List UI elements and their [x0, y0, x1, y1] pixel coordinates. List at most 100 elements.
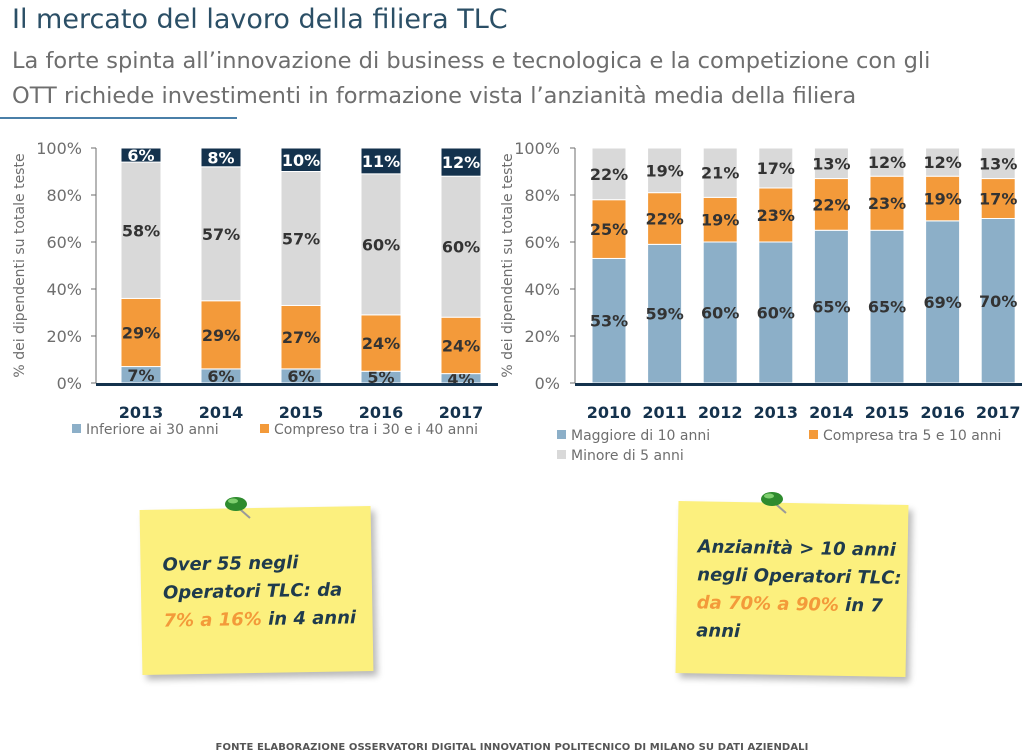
data-label: 7%	[127, 366, 154, 385]
bar-segment	[280, 304, 322, 370]
data-label: 12%	[442, 153, 480, 172]
page-title: Il mercato del lavoro della filiera TLC	[12, 4, 508, 35]
legend-entry: Maggiore di 10 anni	[557, 428, 710, 444]
bar-segment	[702, 196, 738, 243]
bar-segment	[925, 175, 961, 222]
note-right-highlight: da 70% a 90%	[696, 592, 840, 616]
bar-segment	[869, 175, 905, 231]
y-tick-label: 0%	[535, 374, 560, 393]
note-right-line-1: Anzianità > 10 anni	[697, 536, 897, 561]
page-subtitle: La forte spinta all’innovazione di busin…	[12, 44, 1022, 114]
bar-segment	[591, 147, 627, 201]
data-label: 6%	[127, 146, 154, 165]
bar-segment	[591, 199, 627, 259]
data-label: 29%	[202, 326, 240, 345]
bar-segment	[360, 173, 402, 316]
data-label: 21%	[701, 164, 739, 183]
pushpin-icon	[225, 497, 251, 519]
bar-segment	[925, 220, 961, 384]
legend-label: Inferiore ai 30 anni	[86, 422, 219, 438]
x-tick-label: 2015	[865, 403, 910, 422]
y-tick-label: 40%	[524, 280, 560, 299]
pushpin-icon	[761, 492, 787, 514]
data-label: 65%	[868, 298, 906, 317]
bar-segment	[200, 166, 242, 302]
y-tick-label: 40%	[46, 280, 82, 299]
x-tick-label: 2016	[359, 403, 404, 422]
data-label: 12%	[868, 153, 906, 172]
bar-segment	[758, 187, 794, 243]
legend-label: Minore di 5 anni	[571, 448, 684, 464]
data-label: 22%	[590, 165, 628, 184]
note-left-line-3-rest: in 4 anni	[261, 607, 357, 630]
subtitle-line-1: La forte spinta all’innovazione di busin…	[12, 48, 931, 74]
bar-segment	[440, 175, 482, 318]
bar-segment	[813, 178, 849, 231]
data-label: 24%	[362, 334, 400, 353]
note-right-line-3-rest: in 7	[838, 594, 884, 617]
y-tick-label: 100%	[36, 139, 82, 158]
data-label: 53%	[590, 312, 628, 331]
data-label: 60%	[757, 304, 795, 323]
bar-segment	[440, 316, 482, 375]
source-footer: FONTE ELABORAZIONE OSSERVATORI DIGITAL I…	[215, 742, 809, 753]
bar-segment	[980, 178, 1016, 220]
x-tick-label: 2017	[439, 403, 484, 422]
data-label: 70%	[979, 292, 1017, 311]
y-tick-label: 20%	[46, 327, 82, 346]
data-label: 19%	[923, 190, 961, 209]
sticky-note-over55: Over 55 negli Operatori TLC: da 7% a 16%…	[139, 505, 374, 676]
data-label: 29%	[122, 323, 160, 342]
bar-segment	[120, 161, 162, 299]
legend-swatch	[260, 424, 269, 433]
legend-entry: Inferiore ai 30 anni	[72, 422, 219, 438]
data-label: 27%	[282, 328, 320, 347]
data-label: 24%	[442, 336, 480, 355]
bar-segment	[869, 229, 905, 384]
data-label: 17%	[979, 190, 1017, 209]
title-underline	[0, 117, 237, 119]
bar-segment	[813, 229, 849, 384]
data-label: 6%	[287, 367, 314, 386]
legend-entry: Compresa tra 5 e 10 anni	[809, 428, 1001, 444]
bar-segment	[925, 147, 961, 177]
legend-label: Compresa tra 5 e 10 anni	[823, 428, 1002, 444]
legend-label: Compreso tra i 30 e i 40 anni	[274, 422, 478, 438]
data-label: 12%	[923, 153, 961, 172]
y-tick-label: 60%	[524, 233, 560, 252]
data-label: 13%	[979, 154, 1017, 173]
bar-segment	[758, 147, 794, 189]
bar-segment	[702, 147, 738, 198]
x-tick-label: 2013	[754, 403, 799, 422]
legend-swatch	[557, 430, 566, 439]
data-label: 57%	[282, 229, 320, 248]
bar-segment	[360, 147, 402, 175]
bar-segment	[591, 257, 627, 384]
data-label: 5%	[367, 368, 394, 387]
legend-label: Maggiore di 10 anni	[571, 428, 711, 444]
y-axis-label: % dei dipendenti su totale teste	[12, 153, 28, 377]
bar-segment	[980, 147, 1016, 180]
bar-segment	[702, 241, 738, 384]
bar-segment	[360, 314, 402, 372]
note-left-line-1: Over 55 negli	[162, 552, 299, 576]
data-label: 22%	[645, 210, 683, 229]
data-label: 58%	[122, 221, 160, 240]
data-label: 60%	[701, 304, 739, 323]
legend-swatch	[809, 430, 818, 439]
y-tick-label: 0%	[57, 374, 82, 393]
bar-segment	[758, 241, 794, 384]
data-label: 11%	[362, 152, 400, 171]
data-label: 59%	[645, 305, 683, 324]
bar-segment	[280, 147, 322, 172]
bar-segment	[869, 147, 905, 177]
y-tick-label: 20%	[524, 327, 560, 346]
subtitle-line-2: OTT richiede investimenti in formazione …	[12, 83, 857, 109]
data-label: 6%	[207, 367, 234, 386]
y-tick-label: 60%	[46, 233, 82, 252]
data-label: 60%	[362, 235, 400, 254]
bar-segment	[280, 171, 322, 306]
sticky-note-seniority: Anzianità > 10 anni negli Operatori TLC:…	[675, 501, 909, 677]
bar-segment	[440, 147, 482, 177]
note-right-line-4: anni	[696, 620, 741, 643]
